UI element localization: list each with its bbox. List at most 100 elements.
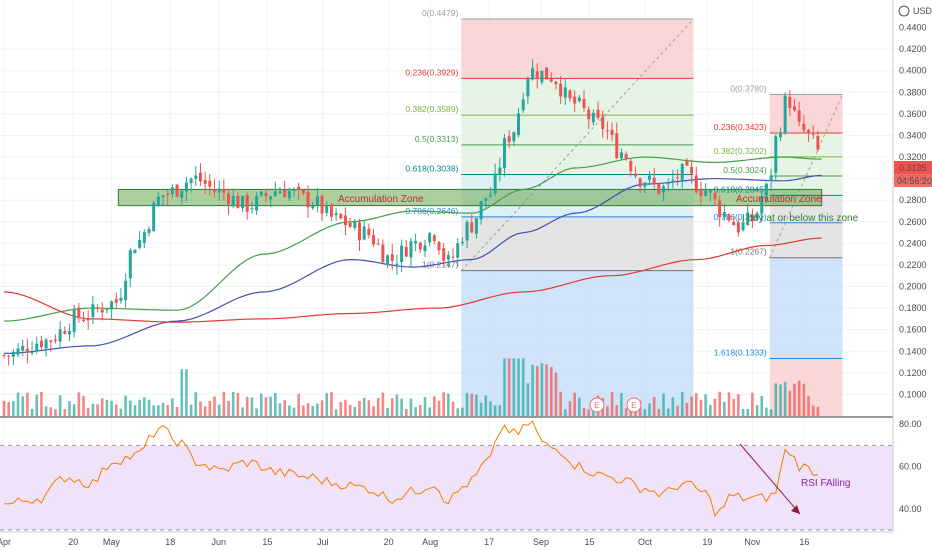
candle-body: [783, 95, 787, 134]
candle-body: [208, 180, 212, 187]
candlesticks: [2, 59, 820, 366]
volume-bar: [610, 392, 614, 416]
candle-body: [39, 340, 43, 348]
candle-body: [591, 112, 595, 123]
volume-bar: [311, 405, 315, 416]
candle-body: [306, 191, 310, 208]
volume-bar: [306, 403, 310, 416]
volume-bar: [423, 397, 427, 416]
candle-body: [432, 235, 436, 241]
volume-bar: [213, 396, 216, 416]
volume-bar: [606, 406, 609, 416]
candle-body: [484, 198, 488, 201]
volume-bar: [152, 405, 155, 416]
candle-body: [198, 172, 202, 182]
candle-body: [292, 189, 296, 192]
candle-body: [58, 329, 62, 342]
volume-bar: [278, 403, 282, 416]
candle-body: [236, 195, 240, 209]
volume-bar: [30, 408, 34, 416]
price-axis[interactable]: 0.4400 0.4200 0.4000 0.3800 0.3600 0.3400 0.32…: [899, 23, 927, 400]
volume-bar: [245, 396, 249, 416]
candle-body: [498, 167, 502, 175]
price-tick-label: 0.2000: [899, 282, 927, 292]
rsi-tick-label: 60.00: [899, 462, 922, 472]
fib-right-level-label: 0.786(0.2591): [714, 212, 767, 222]
candle-body: [619, 152, 623, 159]
volume-bar: [503, 358, 506, 416]
candle-body: [704, 190, 708, 196]
time-tick-label: Aug: [422, 537, 438, 547]
currency-selector[interactable]: USD: [898, 5, 932, 17]
candle-body: [624, 153, 628, 159]
rsi-pane: [0, 420, 893, 531]
candle-body: [793, 106, 797, 111]
time-axis[interactable]: Apr 20 May 18 Jun 15 Jul 20 Aug 17 Sep 15 Oct 19 Nov 16: [0, 537, 809, 547]
volume-bar: [72, 404, 76, 416]
candle-body: [493, 173, 497, 194]
volume-bar: [222, 391, 226, 416]
volume-bar: [316, 403, 319, 416]
volume-bar: [493, 405, 497, 416]
fib-right-level-label: 0.236(0.3423): [714, 122, 767, 132]
accumulation-zone-label-right: Accumulation Zone: [736, 194, 822, 205]
candle-body: [474, 218, 478, 234]
candle-body: [105, 309, 109, 311]
candle-body: [769, 175, 773, 181]
volume-bar: [358, 400, 361, 416]
candle-body: [512, 132, 516, 142]
candle-body: [269, 196, 273, 200]
candle-body: [633, 173, 637, 177]
volume-bar: [77, 392, 81, 416]
volume-bar: [7, 402, 10, 416]
candle-body: [353, 221, 357, 228]
volume-bar: [63, 409, 67, 416]
candle-body: [741, 222, 745, 231]
candle-body: [21, 345, 25, 351]
price-tick-label: 0.1600: [899, 325, 927, 335]
volume-bar: [194, 392, 198, 416]
svg-text:E: E: [631, 400, 637, 410]
candle-body: [320, 195, 324, 214]
candle-body: [170, 187, 174, 195]
candle-body: [465, 222, 469, 241]
candle-body: [657, 183, 661, 194]
volume-bar: [133, 405, 137, 416]
fib-right-zone-green: [769, 132, 843, 196]
rsi-trend-arrow: [739, 443, 801, 515]
candle-body: [25, 348, 29, 353]
volume-bar: [157, 405, 160, 416]
candle-countdown: 04:56:20: [897, 176, 932, 186]
candle-body: [755, 213, 759, 219]
fibonacci-levels: 0(0.4479) 0.236(0.3929) 0.382(0.3589) 0.5(0…: [405, 8, 843, 359]
event-marker-2[interactable]: E: [626, 397, 642, 413]
volume-bar: [624, 408, 628, 416]
candle-body: [367, 228, 371, 236]
buy-zone-note: I buy at or below this zone: [742, 213, 859, 224]
candle-body: [348, 222, 352, 227]
fib-left-zone-grey: [461, 216, 694, 271]
volume-bar: [573, 392, 576, 416]
volume-bar: [203, 406, 207, 416]
price-tick-label: 0.3600: [899, 109, 927, 119]
volume-bar: [40, 391, 43, 416]
event-marker-1[interactable]: E: [589, 397, 605, 413]
candle-body: [446, 255, 450, 260]
volume-bar: [470, 393, 474, 416]
fib-right-level-label: 0.618(0.2845): [714, 184, 767, 194]
volume-bar: [390, 398, 394, 416]
volume-bar: [680, 391, 684, 416]
volume-bar: [114, 404, 118, 416]
volume-bar: [180, 369, 184, 416]
volume-bar: [793, 383, 796, 416]
volume-bar: [676, 405, 679, 416]
candle-body: [264, 193, 268, 197]
candle-body: [797, 110, 801, 122]
ma-blue-line: [3, 174, 822, 354]
volume-bar: [185, 369, 188, 416]
volume-bar: [484, 395, 488, 416]
rsi-axis[interactable]: 80.00 60.00 40.00: [899, 419, 922, 514]
candle-body: [119, 297, 123, 301]
fib-right-level-label: 1.618(0.1333): [714, 347, 767, 357]
